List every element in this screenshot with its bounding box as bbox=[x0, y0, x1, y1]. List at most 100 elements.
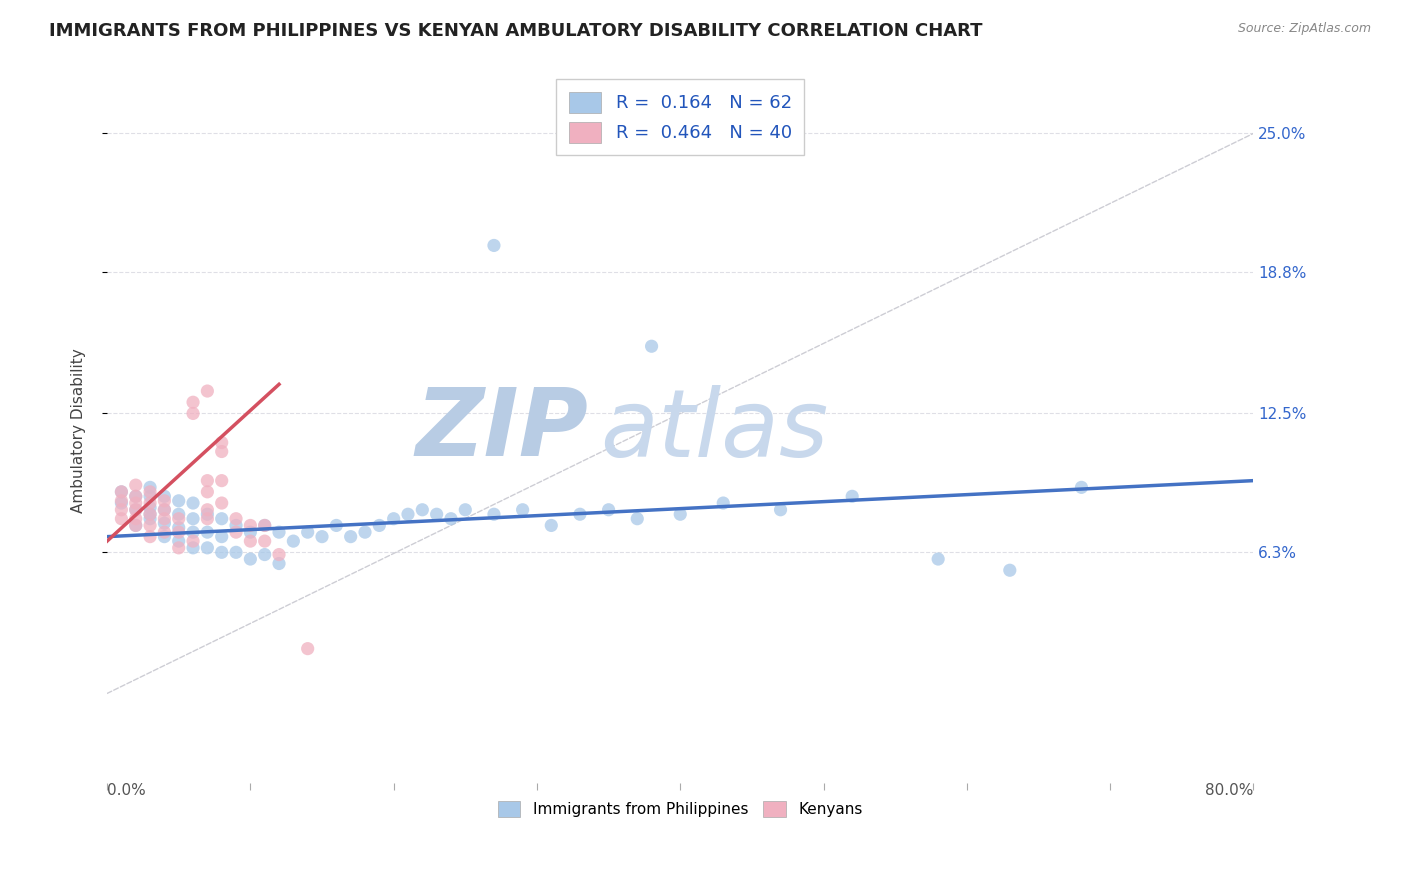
Point bbox=[382, 512, 405, 526]
Point bbox=[153, 512, 176, 526]
Point bbox=[110, 496, 132, 510]
Point bbox=[1070, 480, 1092, 494]
Point bbox=[411, 502, 433, 516]
Text: Source: ZipAtlas.com: Source: ZipAtlas.com bbox=[1237, 22, 1371, 36]
Point bbox=[195, 512, 218, 526]
Point bbox=[181, 512, 204, 526]
Point bbox=[195, 474, 218, 488]
Point bbox=[225, 525, 247, 540]
Point bbox=[195, 484, 218, 499]
Point bbox=[354, 525, 377, 540]
Point bbox=[181, 406, 204, 420]
Point bbox=[167, 512, 190, 526]
Point bbox=[167, 521, 190, 535]
Point bbox=[239, 552, 262, 566]
Point bbox=[110, 493, 132, 508]
Point bbox=[139, 496, 162, 510]
Point bbox=[110, 484, 132, 499]
Point bbox=[626, 512, 648, 526]
Point bbox=[927, 552, 949, 566]
Text: 80.0%: 80.0% bbox=[1205, 783, 1253, 798]
Point bbox=[769, 502, 792, 516]
Point bbox=[125, 478, 148, 492]
Point bbox=[153, 489, 176, 503]
Point bbox=[153, 493, 176, 508]
Point bbox=[110, 512, 132, 526]
Point bbox=[125, 489, 148, 503]
Point bbox=[181, 525, 204, 540]
Point bbox=[125, 518, 148, 533]
Point bbox=[253, 548, 276, 562]
Point bbox=[568, 508, 591, 522]
Point bbox=[211, 444, 233, 458]
Point bbox=[482, 508, 505, 522]
Point bbox=[139, 484, 162, 499]
Point bbox=[125, 512, 148, 526]
Point bbox=[195, 502, 218, 516]
Point bbox=[139, 489, 162, 503]
Text: IMMIGRANTS FROM PHILIPPINES VS KENYAN AMBULATORY DISABILITY CORRELATION CHART: IMMIGRANTS FROM PHILIPPINES VS KENYAN AM… bbox=[49, 22, 983, 40]
Point bbox=[167, 541, 190, 555]
Point bbox=[139, 480, 162, 494]
Point bbox=[669, 508, 692, 522]
Point bbox=[325, 518, 347, 533]
Point bbox=[225, 518, 247, 533]
Point bbox=[153, 530, 176, 544]
Point bbox=[239, 518, 262, 533]
Point bbox=[181, 496, 204, 510]
Point bbox=[267, 525, 290, 540]
Point bbox=[110, 484, 132, 499]
Point bbox=[139, 500, 162, 515]
Y-axis label: Ambulatory Disability: Ambulatory Disability bbox=[72, 348, 86, 513]
Point bbox=[339, 530, 361, 544]
Point bbox=[297, 641, 319, 656]
Point bbox=[195, 384, 218, 398]
Point bbox=[139, 508, 162, 522]
Point bbox=[211, 530, 233, 544]
Text: 0.0%: 0.0% bbox=[107, 783, 146, 798]
Point bbox=[211, 474, 233, 488]
Point bbox=[841, 489, 863, 503]
Point bbox=[195, 541, 218, 555]
Point bbox=[998, 563, 1021, 577]
Point bbox=[482, 238, 505, 252]
Point bbox=[139, 508, 162, 522]
Point bbox=[167, 525, 190, 540]
Point bbox=[167, 493, 190, 508]
Point bbox=[139, 512, 162, 526]
Point bbox=[125, 518, 148, 533]
Point bbox=[225, 512, 247, 526]
Point bbox=[181, 395, 204, 409]
Point bbox=[253, 534, 276, 549]
Point bbox=[253, 518, 276, 533]
Point bbox=[253, 518, 276, 533]
Point bbox=[540, 518, 562, 533]
Point bbox=[711, 496, 734, 510]
Point bbox=[153, 525, 176, 540]
Point bbox=[153, 516, 176, 531]
Point bbox=[267, 557, 290, 571]
Point bbox=[125, 496, 148, 510]
Point bbox=[181, 541, 204, 555]
Point bbox=[211, 435, 233, 450]
Point bbox=[153, 502, 176, 516]
Point bbox=[139, 530, 162, 544]
Legend: Immigrants from Philippines, Kenyans: Immigrants from Philippines, Kenyans bbox=[489, 794, 870, 825]
Point bbox=[181, 534, 204, 549]
Point bbox=[396, 508, 419, 522]
Point bbox=[267, 548, 290, 562]
Point bbox=[211, 512, 233, 526]
Point bbox=[598, 502, 620, 516]
Point bbox=[139, 518, 162, 533]
Point bbox=[239, 525, 262, 540]
Point bbox=[211, 496, 233, 510]
Point bbox=[512, 502, 534, 516]
Point bbox=[283, 534, 305, 549]
Point bbox=[110, 502, 132, 516]
Text: ZIP: ZIP bbox=[416, 384, 589, 476]
Point bbox=[195, 508, 218, 522]
Point bbox=[368, 518, 391, 533]
Point bbox=[311, 530, 333, 544]
Point bbox=[640, 339, 662, 353]
Point bbox=[195, 525, 218, 540]
